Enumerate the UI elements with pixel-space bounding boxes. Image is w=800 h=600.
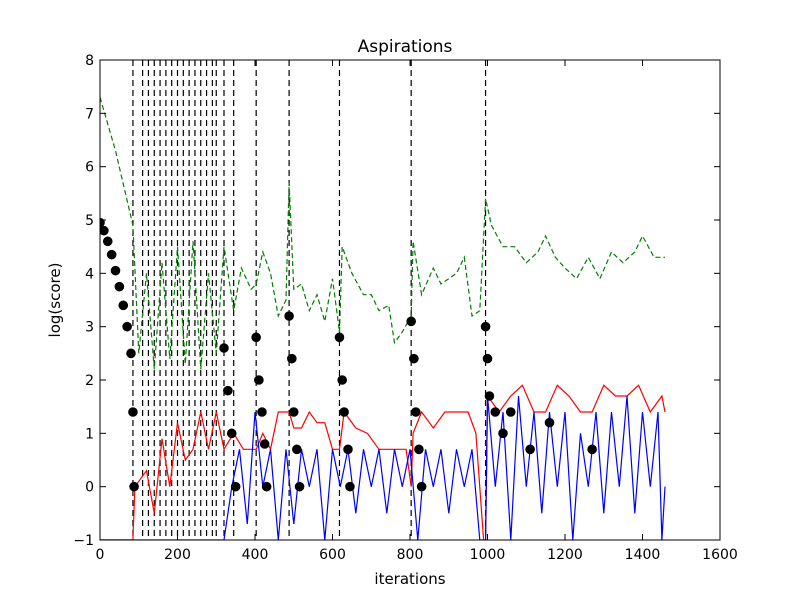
x-tick-label-0: 0 — [96, 547, 105, 563]
x-tick-label-2: 400 — [242, 547, 269, 563]
x-tick-label-3: 600 — [319, 547, 346, 563]
marker-point-20 — [284, 311, 294, 321]
marker-point-16 — [254, 375, 264, 385]
marker-point-43 — [587, 444, 597, 455]
marker-point-13 — [226, 428, 237, 439]
chart-title: Aspirations — [358, 37, 453, 57]
marker-point-24 — [294, 481, 305, 492]
x-tick-label-7: 1400 — [625, 547, 661, 563]
marker-point-18 — [259, 439, 270, 449]
y-tick-label-4: 3 — [85, 320, 94, 336]
marker-point-26 — [337, 375, 347, 385]
marker-point-1 — [100, 225, 109, 236]
marker-point-31 — [409, 353, 419, 364]
marker-point-17 — [257, 407, 267, 417]
x-tick-label-5: 1000 — [470, 547, 506, 563]
plot-area — [100, 60, 666, 540]
y-axis-label: log(score) — [46, 263, 64, 338]
marker-point-14 — [230, 481, 241, 492]
y-tick-label-8: 7 — [85, 106, 94, 122]
y-tick-label-9: 8 — [85, 53, 94, 69]
x-tick-label-6: 1200 — [547, 547, 583, 563]
marker-point-42 — [544, 417, 555, 428]
y-tick-label-5: 4 — [85, 266, 94, 282]
marker-point-6 — [118, 300, 129, 311]
marker-point-37 — [484, 391, 495, 401]
marker-point-11 — [219, 343, 229, 353]
marker-point-27 — [339, 407, 349, 417]
marker-point-9 — [128, 407, 138, 417]
marker-point-5 — [114, 281, 125, 292]
x-tick-label-8: 1600 — [702, 547, 738, 563]
marker-point-32 — [411, 407, 421, 417]
marker-point-3 — [106, 249, 117, 260]
marker-point-2 — [102, 236, 113, 247]
marker-point-28 — [343, 444, 353, 455]
y-tick-label-6: 5 — [85, 213, 94, 229]
y-tick-label-7: 6 — [85, 160, 94, 176]
marker-point-12 — [223, 385, 233, 396]
x-tick-label-4: 800 — [397, 547, 424, 563]
marker-point-30 — [406, 316, 416, 327]
green-series-line — [100, 97, 665, 370]
marker-point-38 — [490, 407, 501, 417]
marker-point-29 — [345, 481, 355, 492]
y-tick-label-3: 2 — [85, 373, 94, 389]
y-tick-label-1: 0 — [85, 480, 94, 496]
marker-point-7 — [122, 321, 132, 332]
marker-point-36 — [482, 353, 493, 364]
marker-point-25 — [334, 332, 345, 343]
marker-point-41 — [525, 444, 535, 455]
marker-point-19 — [261, 481, 272, 492]
red-series-line — [100, 384, 666, 540]
marker-point-4 — [110, 265, 121, 276]
marker-point-22 — [288, 407, 299, 417]
y-tick-label-2: 1 — [85, 426, 94, 442]
marker-point-15 — [251, 332, 261, 343]
marker-point-39 — [498, 428, 508, 439]
blue-series-line — [100, 395, 666, 540]
marker-point-23 — [292, 444, 302, 455]
x-axis-label: iterations — [374, 570, 445, 588]
marker-point-21 — [287, 353, 297, 364]
marker-point-8 — [126, 348, 136, 359]
y-tick-label-0: −1 — [73, 533, 94, 549]
marker-point-10 — [129, 481, 139, 492]
marker-point-35 — [480, 321, 491, 332]
marker-point-40 — [505, 407, 516, 417]
plot-content — [100, 60, 666, 540]
x-tick-label-1: 200 — [164, 547, 191, 563]
marker-point-33 — [414, 444, 424, 455]
marker-point-34 — [416, 481, 427, 492]
